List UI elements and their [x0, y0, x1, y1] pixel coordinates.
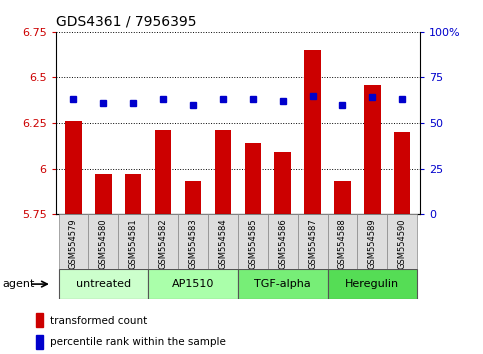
Text: untreated: untreated: [76, 279, 131, 289]
Text: AP1510: AP1510: [172, 279, 214, 289]
Text: GSM554579: GSM554579: [69, 218, 78, 269]
Bar: [58, 214, 88, 269]
Bar: [327, 269, 417, 299]
Text: GSM554583: GSM554583: [188, 218, 198, 269]
Bar: [125, 174, 142, 214]
Bar: [65, 121, 82, 214]
Bar: [185, 181, 201, 214]
Bar: [238, 269, 327, 299]
Bar: [268, 214, 298, 269]
Bar: [304, 50, 321, 214]
Bar: [36, 313, 43, 327]
Bar: [148, 214, 178, 269]
Text: agent: agent: [2, 279, 35, 289]
Bar: [334, 181, 351, 214]
Bar: [387, 214, 417, 269]
Bar: [298, 214, 327, 269]
Bar: [238, 214, 268, 269]
Text: percentile rank within the sample: percentile rank within the sample: [50, 337, 226, 347]
Bar: [394, 132, 411, 214]
Text: GSM554582: GSM554582: [158, 218, 168, 269]
Bar: [327, 214, 357, 269]
Text: transformed count: transformed count: [50, 316, 147, 326]
Text: GSM554586: GSM554586: [278, 218, 287, 269]
Bar: [178, 214, 208, 269]
Text: GSM554588: GSM554588: [338, 218, 347, 269]
Bar: [58, 269, 148, 299]
Bar: [88, 214, 118, 269]
Text: GSM554585: GSM554585: [248, 218, 257, 269]
Bar: [364, 85, 381, 214]
Bar: [118, 214, 148, 269]
Text: GDS4361 / 7956395: GDS4361 / 7956395: [56, 14, 196, 28]
Text: GSM554580: GSM554580: [99, 218, 108, 269]
Bar: [36, 335, 43, 349]
Bar: [274, 152, 291, 214]
Text: GSM554590: GSM554590: [398, 218, 407, 269]
Text: TGF-alpha: TGF-alpha: [255, 279, 311, 289]
Bar: [208, 214, 238, 269]
Text: GSM554584: GSM554584: [218, 218, 227, 269]
Bar: [244, 143, 261, 214]
Bar: [148, 269, 238, 299]
Text: GSM554589: GSM554589: [368, 218, 377, 269]
Bar: [155, 130, 171, 214]
Bar: [215, 130, 231, 214]
Text: GSM554587: GSM554587: [308, 218, 317, 269]
Text: Heregulin: Heregulin: [345, 279, 399, 289]
Bar: [357, 214, 387, 269]
Bar: [95, 174, 112, 214]
Text: GSM554581: GSM554581: [129, 218, 138, 269]
